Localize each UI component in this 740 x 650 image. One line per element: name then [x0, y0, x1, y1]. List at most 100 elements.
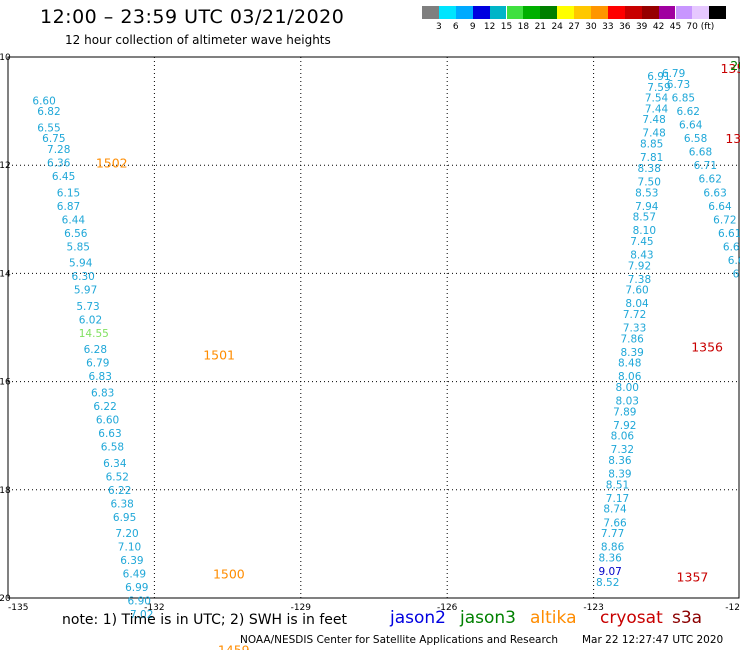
legend-item-altika: altika: [530, 608, 577, 628]
data-point-s3a: 6.63: [723, 241, 740, 253]
data-point-altika: 5.73: [76, 301, 99, 313]
data-point-cryosat: 7.92: [613, 420, 636, 432]
data-point-altika: 6.52: [106, 471, 129, 483]
y-tick-label: -16: [0, 378, 11, 388]
data-point-altika: 5.97: [74, 285, 97, 297]
scale-swatch: [438, 6, 456, 19]
data-point-altika: 6.36: [47, 157, 71, 169]
data-point-cryosat: 7.72: [623, 309, 646, 321]
scale-swatch: [641, 6, 659, 19]
legend-item-jason3: jason3: [460, 608, 516, 628]
scale-swatch: [472, 6, 490, 19]
data-point-altika: 6.58: [101, 442, 124, 454]
scale-label: 18: [517, 22, 530, 32]
data-point-cryosat: 7.44: [645, 103, 669, 115]
scale-swatch: [523, 6, 541, 19]
data-point-s3a: 6.64: [679, 120, 703, 132]
data-point-cryosat: 7.89: [613, 406, 636, 418]
scale-swatch: [422, 6, 439, 19]
data-point-cryosat: 7.50: [638, 176, 661, 188]
data-point-altika: 6.22: [108, 485, 131, 497]
data-point-altika: 6.79: [86, 358, 109, 370]
data-point-altika: 6.63: [98, 428, 121, 440]
data-point-cryosat: 7.92: [628, 260, 651, 272]
data-point-cryosat: 8.36: [608, 455, 632, 467]
data-point-cryosat: 8.10: [633, 225, 656, 237]
data-point-s3a: 6.74: [733, 268, 740, 280]
scale-label: 6: [452, 22, 459, 32]
data-point-cryosat: 8.04: [625, 298, 649, 310]
data-point-cryosat: 8.06: [611, 431, 635, 443]
data-point-altika: 6.75: [42, 133, 65, 145]
data-point-cryosat: 7.33: [623, 323, 646, 335]
x-tick-label: -126: [437, 603, 458, 613]
data-point-cryosat: 7.45: [630, 236, 653, 248]
data-point-altika: 6.95: [113, 512, 136, 524]
data-point-altika: 6.44: [62, 214, 86, 226]
data-point-s3a: 6.61: [718, 228, 740, 240]
data-point-altika: 6.56: [64, 228, 88, 240]
data-point-cryosat: 7.48: [642, 128, 665, 140]
data-point-cryosat: 8.53: [635, 187, 658, 199]
time-label: 1500: [213, 567, 245, 582]
data-point-s3a: 6.72: [713, 214, 736, 226]
data-point-cryosat: 7.60: [625, 285, 648, 297]
data-point-cryosat: 7.38: [628, 274, 651, 286]
data-point-altika: 6.55: [37, 122, 60, 134]
scale-label: 33: [602, 22, 614, 32]
data-point-altika: 7.02: [130, 609, 153, 621]
data-point-altika: 6.99: [125, 582, 148, 594]
y-tick-label: -14: [0, 269, 11, 279]
data-point-altika: 6.60: [32, 95, 55, 107]
data-point-cryosat: 7.66: [603, 517, 627, 529]
scale-label: 42: [652, 22, 665, 32]
data-point-cryosat: 8.36: [598, 552, 622, 564]
data-point-altika: 6.39: [120, 555, 143, 567]
scale-swatch: [455, 6, 473, 19]
scale-label: 30: [585, 22, 597, 32]
data-point-s3a: 6.85: [672, 93, 695, 105]
scale-label: 21: [534, 22, 547, 32]
data-point-cryosat: 8.52: [596, 577, 619, 589]
time-label: 1354: [720, 61, 740, 76]
x-tick-label: -12: [725, 603, 740, 613]
data-point-altika: 7.10: [118, 542, 141, 554]
scale-label: 12: [483, 22, 496, 32]
data-point-cryosat: 7.32: [611, 444, 634, 456]
time-label: 1459: [218, 642, 250, 650]
data-point-cryosat: 7.48: [642, 114, 665, 126]
footer-credit: NOAA/NESDIS Center for Satellite Applica…: [240, 634, 558, 646]
data-point-altika: 6.45: [52, 171, 75, 183]
data-point-s3a: 6.63: [703, 187, 726, 199]
data-point-altika: 6.34: [103, 458, 127, 470]
data-point-s3a: 6.68: [689, 147, 712, 159]
time-label: 1356: [691, 339, 723, 354]
data-point-cryosat: 8.00: [616, 382, 639, 394]
scale-swatch: [692, 6, 710, 19]
data-point-cryosat: 8.48: [618, 358, 641, 370]
time-label: 2054: [730, 58, 740, 73]
scale-swatch: [557, 6, 575, 19]
legend-item-cryosat: cryosat: [600, 608, 663, 628]
data-point-s3a: 6.62: [677, 106, 700, 118]
data-point-altika: 6.49: [123, 569, 146, 581]
scale-swatch: [506, 6, 524, 19]
scale-swatch: [540, 6, 558, 19]
scale-swatch: [658, 6, 676, 19]
data-point-altika: 6.15: [57, 187, 80, 199]
data-point-cryosat: 9.07: [598, 566, 621, 578]
data-point-s3a: 6.64: [708, 201, 732, 213]
data-point-altika: 6.60: [96, 414, 119, 426]
data-point-cryosat: 8.85: [640, 139, 663, 151]
scale-swatch: [624, 6, 642, 19]
data-point-cryosat: 8.39: [608, 469, 631, 481]
data-point-cryosat: 7.86: [620, 333, 644, 345]
data-point-altika: 6.87: [57, 201, 80, 213]
data-point-cryosat: 8.03: [616, 396, 639, 408]
y-tick-label: -10: [0, 53, 11, 63]
scale-label: 70 (ft): [686, 22, 715, 32]
data-point-altika: 7.28: [47, 144, 70, 156]
x-tick-label: -135: [8, 603, 28, 613]
x-tick-label: -129: [291, 603, 312, 613]
